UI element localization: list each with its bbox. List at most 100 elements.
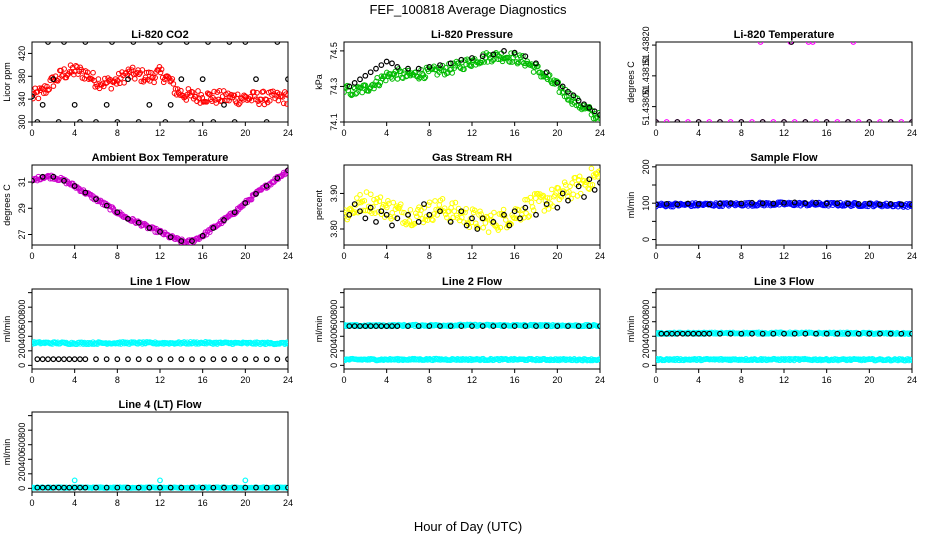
y-tick-label: 380 [17,69,27,84]
data-point [426,63,433,70]
x-tick-label: 0 [341,251,346,261]
panel-frame [31,411,289,493]
y-tick-label: 400 [17,329,27,344]
data-point [285,76,288,83]
data-point [717,200,723,207]
data-point [845,330,851,337]
data-point [178,356,185,363]
data-point [759,119,766,122]
data-point [749,199,755,206]
data-point [183,97,190,103]
data-point [135,119,142,122]
data-point [485,229,492,235]
data-point [791,330,798,337]
data-point [103,101,110,108]
data-point [695,201,702,207]
x-tick-label: 16 [198,128,208,138]
x-tick-label: 20 [552,128,562,138]
data-point [260,88,267,95]
data-point [242,484,249,491]
data-point [157,69,164,76]
data-point [909,357,912,364]
data-point [225,90,231,97]
data-point [50,83,57,89]
series-1 [346,47,600,118]
data-point [555,185,562,191]
data-point [378,208,385,215]
x-tick-label: 4 [72,498,77,508]
data-point [125,484,131,491]
data-point [565,88,571,95]
data-point [479,53,486,60]
data-point [426,211,433,218]
data-point [253,356,259,363]
data-point [442,64,449,71]
series-1 [32,167,288,244]
panel-title: Ambient Box Temperature [92,152,229,164]
data-point [61,42,67,45]
data-point [674,330,681,337]
x-tick-label: 20 [240,498,250,508]
panel-ylabel: degrees C [626,61,636,103]
data-point [471,207,478,214]
data-point [114,484,121,491]
data-point [679,330,686,337]
data-point [738,200,745,207]
data-point [738,119,745,122]
data-point [674,201,681,208]
data-point [32,95,36,102]
data-point [511,208,518,215]
data-point [285,356,288,363]
data-point [834,119,841,122]
data-point [522,53,529,60]
data-point [845,119,851,122]
series-0 [656,42,912,122]
data-point [597,111,600,118]
data-point [695,119,702,122]
data-point [32,93,35,100]
data-point [362,82,369,89]
data-point [162,119,169,122]
data-point [351,79,358,86]
data-point [95,76,102,82]
data-point [231,119,238,122]
panel-title: Li-820 Pressure [431,29,513,41]
data-point [586,323,593,329]
data-point [663,119,670,122]
data-point [61,66,67,72]
data-point [347,91,354,98]
data-point [46,86,52,93]
data-point [376,82,383,89]
data-point [373,65,379,72]
data-point [490,51,497,58]
y-tick-label: 0 [329,363,339,368]
series-1 [346,176,600,232]
x-tick-label: 12 [467,375,477,385]
data-point [543,69,550,76]
panel-ylabel: ml/min [626,316,636,343]
data-point [389,76,396,82]
data-point [352,91,359,97]
data-point [522,323,529,329]
data-point [517,215,523,222]
data-point [367,69,374,76]
data-point [274,175,281,182]
y-tick-label: 3.80 [329,220,339,238]
y-tick-label: 800 [17,423,27,438]
data-point [369,210,375,216]
data-point [449,200,455,207]
data-point [284,101,288,107]
data-point [553,190,559,196]
data-point [437,323,443,329]
data-point [82,189,89,196]
x-tick-label: 16 [822,375,832,385]
y-tick-label: 200 [641,159,651,174]
data-point [898,119,905,122]
data-point [407,207,414,213]
data-point [770,330,777,337]
data-point [449,70,455,76]
data-point [178,76,185,83]
figure-xlabel: Hour of Day (UTC) [414,519,522,534]
